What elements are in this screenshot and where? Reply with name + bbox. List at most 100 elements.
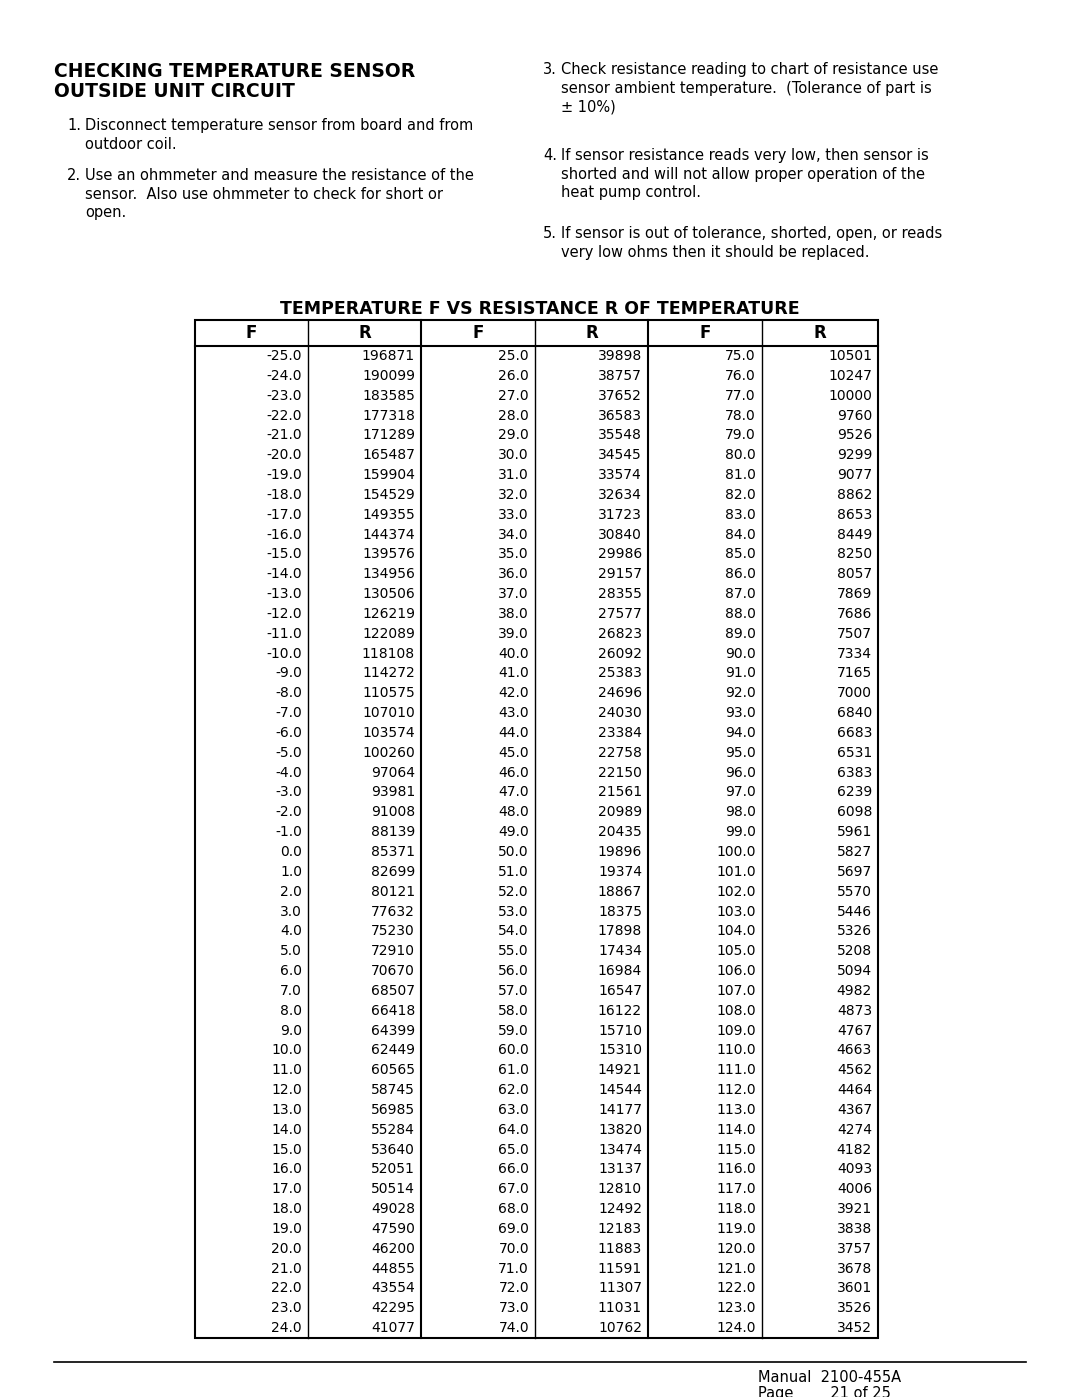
Text: 40.0: 40.0 [498, 647, 529, 661]
Text: 13137: 13137 [598, 1162, 642, 1176]
Text: 6683: 6683 [837, 726, 872, 740]
Text: 22758: 22758 [598, 746, 642, 760]
Text: 34545: 34545 [598, 448, 642, 462]
Text: 5827: 5827 [837, 845, 872, 859]
Text: 14544: 14544 [598, 1083, 642, 1097]
Text: 79.0: 79.0 [726, 429, 756, 443]
Text: 83.0: 83.0 [726, 507, 756, 521]
Text: If sensor is out of tolerance, shorted, open, or reads
very low ohms then it sho: If sensor is out of tolerance, shorted, … [561, 226, 942, 260]
Text: 78.0: 78.0 [726, 408, 756, 422]
Text: 100.0: 100.0 [716, 845, 756, 859]
Text: 61.0: 61.0 [498, 1063, 529, 1077]
Text: 116.0: 116.0 [716, 1162, 756, 1176]
Text: 0.0: 0.0 [280, 845, 302, 859]
Text: 3757: 3757 [837, 1242, 872, 1256]
Text: 2.0: 2.0 [280, 884, 302, 898]
Text: 71.0: 71.0 [498, 1261, 529, 1275]
Text: 196871: 196871 [362, 349, 415, 363]
Text: 130506: 130506 [362, 587, 415, 601]
Text: R: R [813, 324, 826, 342]
Text: 47590: 47590 [372, 1222, 415, 1236]
Text: 119.0: 119.0 [716, 1222, 756, 1236]
Text: 4873: 4873 [837, 1003, 872, 1018]
Text: 11591: 11591 [597, 1261, 642, 1275]
Text: 3921: 3921 [837, 1203, 872, 1217]
Text: 17.0: 17.0 [271, 1182, 302, 1196]
Text: 64.0: 64.0 [498, 1123, 529, 1137]
Text: 38757: 38757 [598, 369, 642, 383]
Text: 82.0: 82.0 [726, 488, 756, 502]
Text: 117.0: 117.0 [716, 1182, 756, 1196]
Text: 42295: 42295 [372, 1302, 415, 1316]
Text: 111.0: 111.0 [716, 1063, 756, 1077]
Text: 94.0: 94.0 [726, 726, 756, 740]
Text: 22150: 22150 [598, 766, 642, 780]
Text: 21.0: 21.0 [271, 1261, 302, 1275]
Text: 7869: 7869 [837, 587, 872, 601]
Text: 62.0: 62.0 [498, 1083, 529, 1097]
Text: 114.0: 114.0 [716, 1123, 756, 1137]
Text: 26092: 26092 [598, 647, 642, 661]
Text: 19.0: 19.0 [271, 1222, 302, 1236]
Text: 30.0: 30.0 [498, 448, 529, 462]
Text: 12810: 12810 [598, 1182, 642, 1196]
Text: 12183: 12183 [598, 1222, 642, 1236]
Text: 66.0: 66.0 [498, 1162, 529, 1176]
Text: 8057: 8057 [837, 567, 872, 581]
Text: 5697: 5697 [837, 865, 872, 879]
Text: 4663: 4663 [837, 1044, 872, 1058]
Text: 126219: 126219 [362, 606, 415, 620]
Text: 29.0: 29.0 [498, 429, 529, 443]
Text: 7.0: 7.0 [280, 983, 302, 997]
Text: OUTSIDE UNIT CIRCUIT: OUTSIDE UNIT CIRCUIT [54, 82, 295, 101]
Text: 11.0: 11.0 [271, 1063, 302, 1077]
Text: 107.0: 107.0 [716, 983, 756, 997]
Text: -25.0: -25.0 [267, 349, 302, 363]
Text: R: R [359, 324, 370, 342]
Text: 39898: 39898 [597, 349, 642, 363]
Text: 7507: 7507 [837, 627, 872, 641]
Text: 24.0: 24.0 [271, 1322, 302, 1336]
Text: 75230: 75230 [372, 925, 415, 939]
Text: 89.0: 89.0 [725, 627, 756, 641]
Text: 99.0: 99.0 [725, 826, 756, 840]
Text: 80121: 80121 [370, 884, 415, 898]
Text: 4464: 4464 [837, 1083, 872, 1097]
Text: 6.0: 6.0 [280, 964, 302, 978]
Text: 13820: 13820 [598, 1123, 642, 1137]
Text: 139576: 139576 [362, 548, 415, 562]
Text: 102.0: 102.0 [716, 884, 756, 898]
Text: 118108: 118108 [362, 647, 415, 661]
Text: 103574: 103574 [363, 726, 415, 740]
Text: TEMPERATURE F VS RESISTANCE R OF TEMPERATURE: TEMPERATURE F VS RESISTANCE R OF TEMPERA… [280, 300, 800, 319]
Text: 9299: 9299 [837, 448, 872, 462]
Text: 120.0: 120.0 [716, 1242, 756, 1256]
Text: 62449: 62449 [372, 1044, 415, 1058]
Text: 10247: 10247 [828, 369, 872, 383]
Text: 32634: 32634 [598, 488, 642, 502]
Text: 58745: 58745 [372, 1083, 415, 1097]
Text: 29986: 29986 [597, 548, 642, 562]
Text: 69.0: 69.0 [498, 1222, 529, 1236]
Text: 5.0: 5.0 [280, 944, 302, 958]
Text: 37652: 37652 [598, 388, 642, 402]
Text: 107010: 107010 [362, 705, 415, 719]
Text: 16984: 16984 [597, 964, 642, 978]
Text: 134956: 134956 [362, 567, 415, 581]
Text: 5208: 5208 [837, 944, 872, 958]
Text: 144374: 144374 [363, 528, 415, 542]
Text: -22.0: -22.0 [267, 408, 302, 422]
Text: 12.0: 12.0 [271, 1083, 302, 1097]
Text: 1.0: 1.0 [280, 865, 302, 879]
Text: 6383: 6383 [837, 766, 872, 780]
Text: 30840: 30840 [598, 528, 642, 542]
Text: 43.0: 43.0 [498, 705, 529, 719]
Text: 56.0: 56.0 [498, 964, 529, 978]
Text: -15.0: -15.0 [267, 548, 302, 562]
Text: 63.0: 63.0 [498, 1102, 529, 1118]
Text: 8.0: 8.0 [280, 1003, 302, 1018]
Text: 51.0: 51.0 [498, 865, 529, 879]
Text: 159904: 159904 [362, 468, 415, 482]
Text: 35548: 35548 [598, 429, 642, 443]
Text: 27.0: 27.0 [498, 388, 529, 402]
